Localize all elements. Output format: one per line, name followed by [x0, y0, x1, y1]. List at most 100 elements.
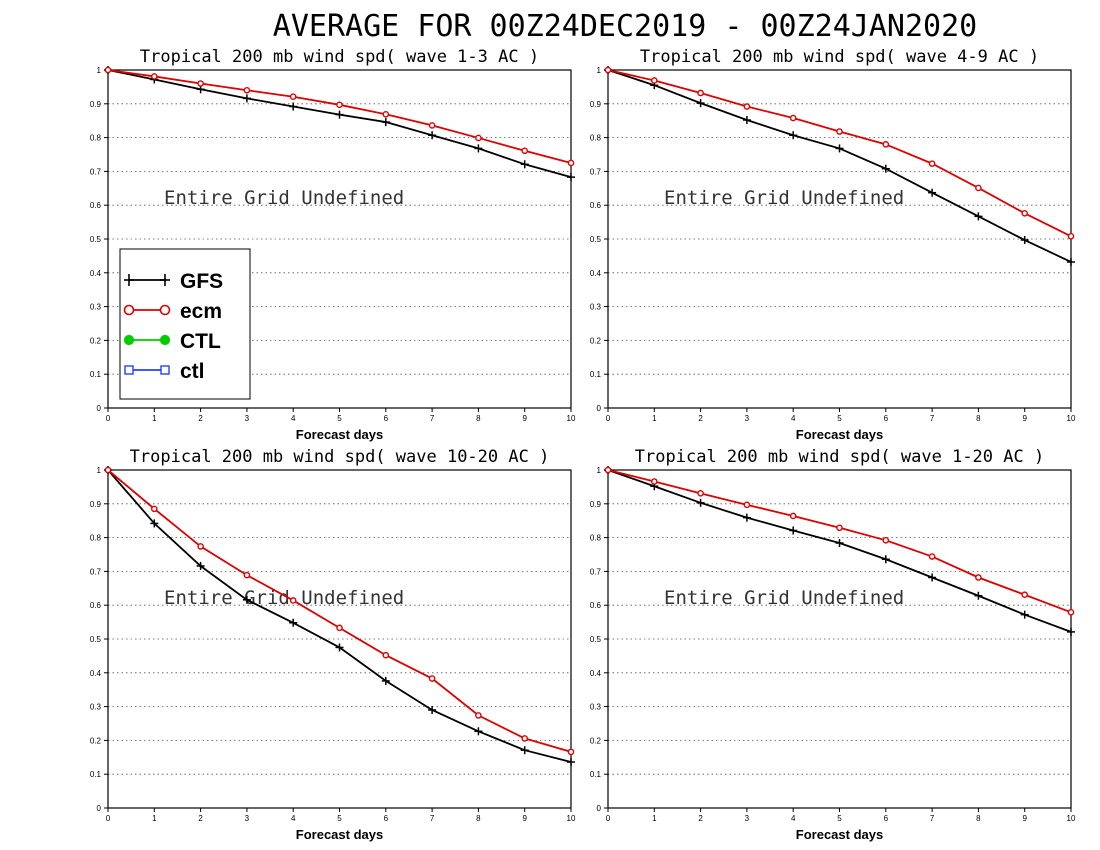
y-tick-label: 0.7	[590, 167, 602, 176]
y-tick-label: 0.9	[90, 100, 102, 109]
x-tick-label: 0	[606, 814, 611, 823]
x-axis-label: Forecast days	[796, 427, 883, 442]
data-point-ecm	[336, 101, 343, 109]
x-tick-label: 3	[245, 814, 250, 823]
x-tick-label: 9	[522, 814, 527, 823]
data-point-ecm	[836, 128, 843, 135]
data-point-ecm	[697, 490, 704, 497]
x-tick-label: 1	[152, 414, 157, 423]
data-point-gfs	[474, 727, 483, 736]
legend-marker	[160, 365, 170, 375]
x-tick-label: 4	[291, 414, 296, 423]
x-tick-label: 9	[1022, 814, 1027, 823]
y-tick-label: 0.2	[90, 736, 102, 745]
y-tick-label: 0	[597, 804, 602, 813]
x-tick-label: 8	[976, 814, 981, 823]
x-tick-label: 2	[698, 814, 703, 823]
data-point-gfs	[1020, 610, 1029, 619]
data-point-ecm	[743, 103, 751, 110]
data-point-gfs	[242, 94, 251, 103]
x-tick-label: 2	[198, 814, 203, 823]
data-point-ecm	[604, 466, 612, 474]
data-point-ecm	[428, 675, 436, 682]
chart-panel-4: Tropical 200 mb wind spd( wave 1-20 AC )…	[590, 447, 1076, 842]
x-tick-label: 7	[930, 414, 935, 423]
y-tick-label: 1	[97, 66, 102, 75]
data-point-gfs	[381, 676, 390, 685]
legend-item-ctl: CTL	[123, 330, 221, 353]
data-point-ecm	[289, 597, 297, 604]
y-tick-label: 0.7	[90, 167, 102, 176]
data-point-gfs	[881, 555, 890, 564]
x-tick-label: 6	[884, 814, 889, 823]
y-tick-label: 0.3	[590, 303, 602, 312]
y-tick-label: 0	[597, 404, 602, 413]
data-point-gfs	[789, 526, 798, 535]
data-point-gfs	[789, 131, 798, 140]
x-tick-label: 6	[884, 414, 889, 423]
x-tick-label: 10	[567, 814, 576, 823]
y-tick-label: 1	[597, 66, 602, 75]
data-point-gfs	[835, 144, 844, 153]
data-point-ecm	[243, 86, 251, 94]
data-point-ecm	[382, 110, 390, 118]
x-tick-label: 10	[1067, 414, 1076, 423]
plot-frame	[107, 469, 572, 809]
legend-label: CTL	[180, 330, 221, 353]
data-point-ecm	[104, 66, 112, 74]
y-tick-label: 0.1	[90, 770, 102, 779]
legend-marker	[123, 304, 135, 316]
data-point-gfs	[335, 643, 344, 652]
chart-panel-3: Tropical 200 mb wind spd( wave 10-20 AC …	[90, 447, 576, 842]
data-point-ecm	[197, 543, 204, 550]
overlay-text: Entire Grid Undefined	[164, 187, 404, 209]
data-point-ecm	[604, 66, 612, 74]
y-tick-label: 0.8	[590, 534, 602, 543]
legend: GFS ecm CTL ctl	[119, 248, 251, 400]
data-point-ecm	[1021, 591, 1028, 599]
x-tick-label: 7	[930, 814, 935, 823]
data-point-ecm	[743, 501, 751, 509]
x-tick-label: 8	[476, 414, 481, 423]
y-tick-label: 0.6	[90, 201, 102, 210]
data-point-gfs	[928, 188, 937, 197]
x-tick-label: 5	[337, 414, 342, 423]
data-point-gfs	[520, 160, 529, 169]
data-point-gfs	[1067, 627, 1075, 636]
data-point-ecm	[150, 73, 158, 80]
legend-marker	[123, 334, 135, 346]
data-point-ecm	[928, 160, 936, 167]
x-tick-label: 7	[430, 414, 435, 423]
data-point-gfs	[520, 746, 529, 755]
chart-panel-2: Tropical 200 mb wind spd( wave 4-9 AC ) 0…	[590, 47, 1076, 442]
data-point-gfs	[289, 102, 298, 111]
main-title: AVERAGE FOR 00Z24DEC2019 - 00Z24JAN2020	[273, 9, 977, 44]
x-tick-label: 1	[652, 414, 657, 423]
data-point-gfs	[242, 595, 251, 604]
x-tick-label: 3	[745, 814, 750, 823]
x-tick-label: 0	[106, 414, 111, 423]
x-tick-label: 3	[745, 414, 750, 423]
y-tick-label: 0.3	[90, 303, 102, 312]
x-tick-label: 8	[476, 814, 481, 823]
overlay-text: Entire Grid Undefined	[164, 587, 404, 609]
data-point-gfs	[881, 164, 890, 173]
y-tick-label: 0.7	[590, 567, 602, 576]
data-point-ecm	[975, 184, 982, 192]
x-tick-label: 5	[337, 814, 342, 823]
y-tick-label: 0.3	[90, 703, 102, 712]
x-tick-label: 10	[1067, 814, 1076, 823]
overlay-text: Entire Grid Undefined	[664, 187, 904, 209]
y-tick-label: 0.1	[590, 370, 602, 379]
legend-label: GFS	[180, 270, 223, 293]
x-tick-label: 9	[522, 414, 527, 423]
legend-marker	[159, 304, 171, 316]
y-tick-label: 0.2	[590, 336, 602, 345]
y-tick-label: 0.4	[90, 269, 102, 278]
series-line-ecm	[107, 469, 572, 753]
y-tick-label: 0.7	[90, 567, 102, 576]
x-tick-label: 4	[291, 814, 296, 823]
x-tick-label: 3	[245, 414, 250, 423]
data-point-ecm	[104, 466, 112, 474]
